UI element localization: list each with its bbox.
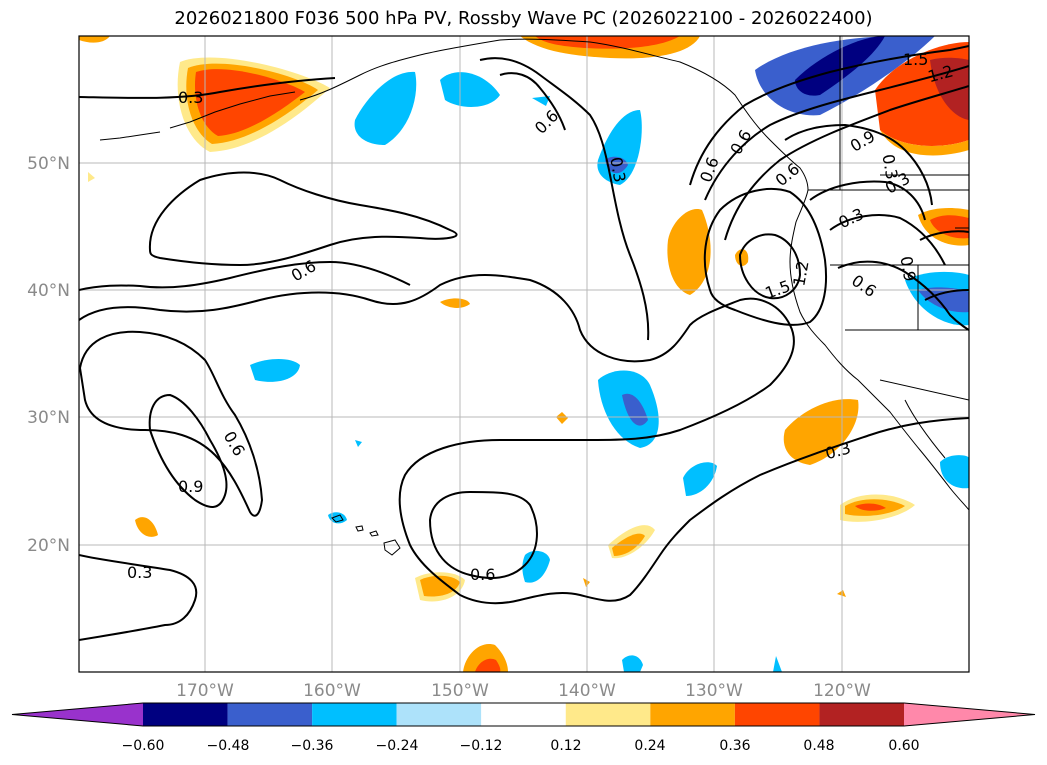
lat-label: 40°N [27,281,70,301]
contour-label: 1.5 [903,50,928,69]
pv-contours [79,45,969,641]
colorbar-tick: 0.60 [888,738,919,754]
lon-label: 170°W [176,681,234,701]
colorbar-segment [312,703,397,726]
lon-label: 140°W [558,681,616,701]
colorbar-segment [481,703,566,726]
lon-label: 160°W [303,681,361,701]
contour-label: 0.3 [178,88,203,107]
colorbar-extend-high [904,703,1035,726]
colorbar-tick-labels: −0.60 −0.48 −0.36 −0.24 −0.12 0.12 0.24 … [122,738,920,754]
contour-label: 0.9 [178,477,203,496]
hawaiian-islands [331,514,401,556]
colorbar-segment [396,703,482,726]
lat-label: 50°N [27,154,70,174]
colorbar-segment [143,703,228,726]
colorbar-tick: −0.24 [376,738,419,754]
map-frame [78,35,970,673]
longitude-labels: 170°W 160°W 150°W 140°W 130°W 120°W [176,681,871,701]
contour-label: 0.3 [127,563,152,582]
coastlines [99,36,969,511]
colorbar-tick: 0.36 [719,738,750,754]
contour-label: 0.3 [606,156,629,184]
colorbar-segment [227,703,313,726]
lon-label: 120°W [813,681,871,701]
graticule [79,36,969,672]
colorbar-tick: 0.24 [634,738,665,754]
latitude-labels: 50°N 40°N 30°N 20°N [27,154,70,556]
map-title: 2026021800 F036 500 hPa PV, Rossby Wave … [174,8,873,29]
colorbar-tick: −0.48 [207,738,250,754]
colorbar-extend-low [12,703,143,726]
colorbar-segment [565,703,651,726]
colorbar-tick: −0.60 [122,738,165,754]
contour-label: 1.2 [789,259,812,287]
colorbar-segment [734,703,820,726]
colorbar-outline [11,702,1036,727]
colorbar-tick: 0.12 [550,738,581,754]
contour-label: 0.6 [470,565,495,584]
lat-label: 20°N [27,536,70,556]
lon-label: 150°W [431,681,489,701]
contour-label: 0.3 [878,153,901,181]
colorbar-tick: 0.48 [803,738,834,754]
colorbar-tick: −0.12 [460,738,503,754]
colorbar-segment [650,703,735,726]
colorbar-tick: −0.36 [291,738,334,754]
colorbar-segment [819,703,904,726]
lon-label: 130°W [685,681,743,701]
lat-label: 30°N [27,408,70,428]
colorbar [11,702,1036,727]
contour-label: 0.9 [896,255,919,283]
